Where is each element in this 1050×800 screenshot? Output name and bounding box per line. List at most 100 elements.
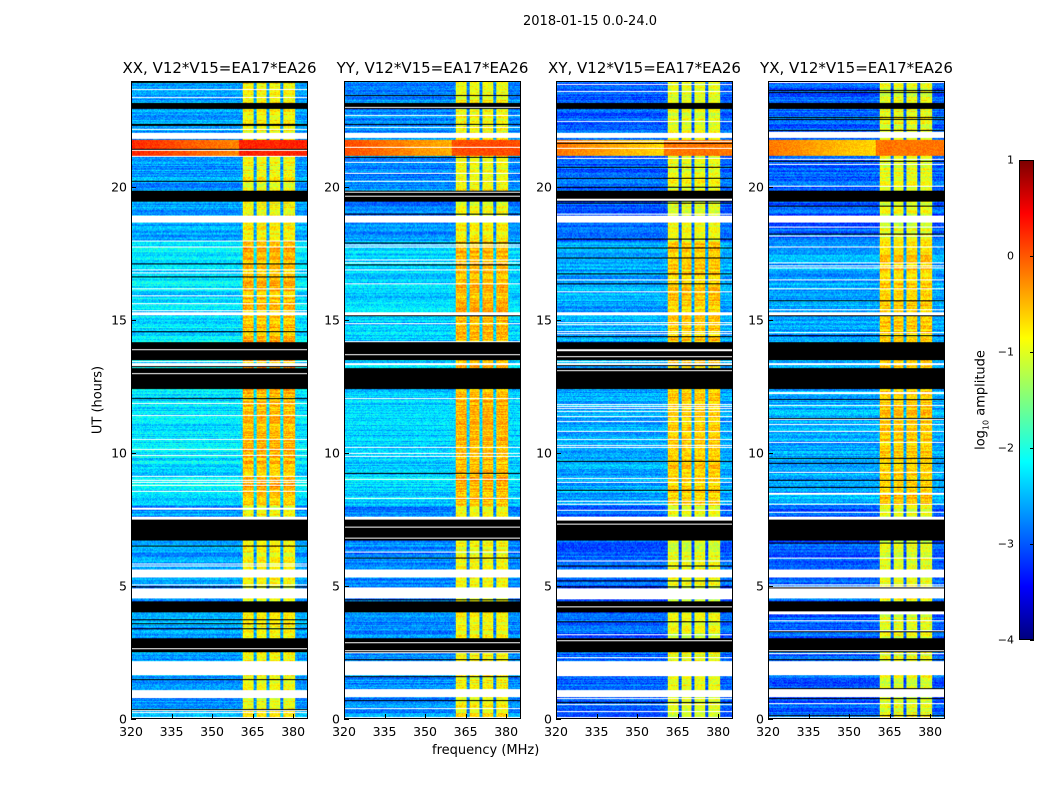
x-tick-label: 320	[332, 724, 356, 739]
y-tick-label: 10	[324, 445, 340, 461]
x-tick-label: 365	[877, 724, 902, 739]
x-tick-label: 365	[453, 724, 478, 739]
colorbar-tick-mark	[1030, 160, 1034, 161]
colorbar-label: log10 amplitude	[973, 350, 991, 450]
x-tick-label: 350	[413, 724, 437, 739]
x-tick-mark	[171, 714, 173, 719]
y-tick-mark	[344, 586, 349, 588]
x-tick-mark	[344, 714, 345, 719]
y-tick-mark	[344, 320, 349, 322]
colorbar-tick-mark	[1030, 256, 1034, 257]
y-tick-mark	[768, 320, 773, 322]
panel-title-0: XX, V12*V15=EA17*EA26	[122, 59, 317, 77]
y-tick-label: 5	[119, 578, 127, 594]
y-tick-label: 15	[536, 312, 552, 328]
y-tick-label: 0	[756, 711, 764, 727]
spectrogram-panel-1	[344, 81, 521, 719]
y-tick-mark	[344, 453, 349, 455]
y-tick-label: 5	[332, 578, 340, 594]
colorbar-tick-label: −2	[997, 441, 1014, 455]
x-tick-mark	[252, 714, 254, 719]
y-tick-label: 5	[544, 578, 552, 594]
y-tick-label: 10	[111, 445, 127, 461]
x-tick-label: 380	[918, 724, 943, 739]
y-tick-mark	[768, 453, 773, 455]
y-tick-label: 20	[111, 179, 127, 195]
x-tick-mark	[131, 714, 132, 719]
y-tick-label: 15	[748, 312, 764, 328]
x-tick-label: 380	[281, 724, 306, 739]
colorbar-tick-label: −4	[997, 633, 1014, 647]
y-tick-mark	[768, 187, 773, 189]
x-tick-mark	[637, 714, 639, 719]
x-tick-mark	[506, 714, 508, 719]
y-tick-label: 15	[324, 312, 340, 328]
x-tick-label: 350	[837, 724, 861, 739]
x-tick-label: 320	[756, 724, 780, 739]
y-tick-mark	[131, 453, 136, 455]
panel-title-3: YX, V12*V15=EA17*EA26	[760, 59, 953, 77]
x-tick-label: 350	[200, 724, 224, 739]
y-tick-mark	[131, 320, 136, 322]
x-tick-label: 335	[584, 724, 609, 739]
x-tick-mark	[718, 714, 720, 719]
x-tick-mark	[808, 714, 810, 719]
spectrogram-panel-0	[131, 81, 308, 719]
colorbar	[1019, 160, 1034, 640]
colorbar-tick-label: −1	[997, 345, 1014, 359]
y-tick-mark	[556, 719, 561, 720]
y-tick-mark	[556, 320, 561, 322]
x-tick-mark	[768, 714, 769, 719]
panel-title-1: YY, V12*V15=EA17*EA26	[336, 59, 529, 77]
colorbar-tick-mark	[1030, 448, 1034, 449]
x-tick-label: 350	[625, 724, 649, 739]
x-tick-label: 365	[240, 724, 265, 739]
y-tick-mark	[768, 586, 773, 588]
x-tick-mark	[212, 714, 214, 719]
x-tick-label: 380	[494, 724, 519, 739]
colorbar-tick-label: 1	[1007, 153, 1014, 167]
y-tick-label: 0	[332, 711, 340, 727]
spectrogram-image-1	[345, 82, 520, 718]
y-tick-mark	[556, 187, 561, 189]
spectrogram-image-3	[769, 82, 944, 718]
y-tick-mark	[556, 586, 561, 588]
x-tick-label: 335	[159, 724, 184, 739]
colorbar-tick-label: −3	[997, 537, 1014, 551]
panel-title-2: XY, V12*V15=EA17*EA26	[548, 59, 741, 77]
x-tick-mark	[465, 714, 467, 719]
colorbar-tick-mark	[1030, 352, 1034, 353]
y-tick-label: 5	[756, 578, 764, 594]
x-tick-mark	[849, 714, 851, 719]
y-tick-label: 20	[536, 179, 552, 195]
x-tick-mark	[596, 714, 598, 719]
y-tick-label: 20	[324, 179, 340, 195]
x-tick-mark	[293, 714, 295, 719]
y-tick-mark	[131, 586, 136, 588]
y-tick-mark	[344, 719, 349, 720]
spectrogram-image-2	[557, 82, 732, 718]
y-tick-mark	[556, 453, 561, 455]
colorbar-tick-mark	[1030, 640, 1034, 641]
x-tick-label: 320	[119, 724, 143, 739]
colorbar-tick-mark	[1030, 544, 1034, 545]
colorbar-tick-label: 0	[1007, 249, 1014, 263]
y-axis-label: UT (hours)	[90, 365, 106, 435]
spectrogram-panel-2	[556, 81, 733, 719]
y-tick-label: 15	[111, 312, 127, 328]
y-tick-mark	[131, 719, 136, 720]
x-tick-mark	[384, 714, 386, 719]
y-tick-mark	[131, 187, 136, 189]
y-tick-label: 10	[536, 445, 552, 461]
x-tick-label: 380	[706, 724, 731, 739]
spectrogram-image-0	[132, 82, 307, 718]
x-tick-label: 320	[544, 724, 568, 739]
spectrogram-panel-3	[768, 81, 945, 719]
x-axis-label: frequency (MHz)	[432, 743, 540, 758]
y-tick-mark	[344, 187, 349, 189]
x-tick-mark	[556, 714, 557, 719]
x-tick-label: 335	[372, 724, 397, 739]
x-tick-mark	[930, 714, 932, 719]
x-tick-label: 365	[665, 724, 690, 739]
